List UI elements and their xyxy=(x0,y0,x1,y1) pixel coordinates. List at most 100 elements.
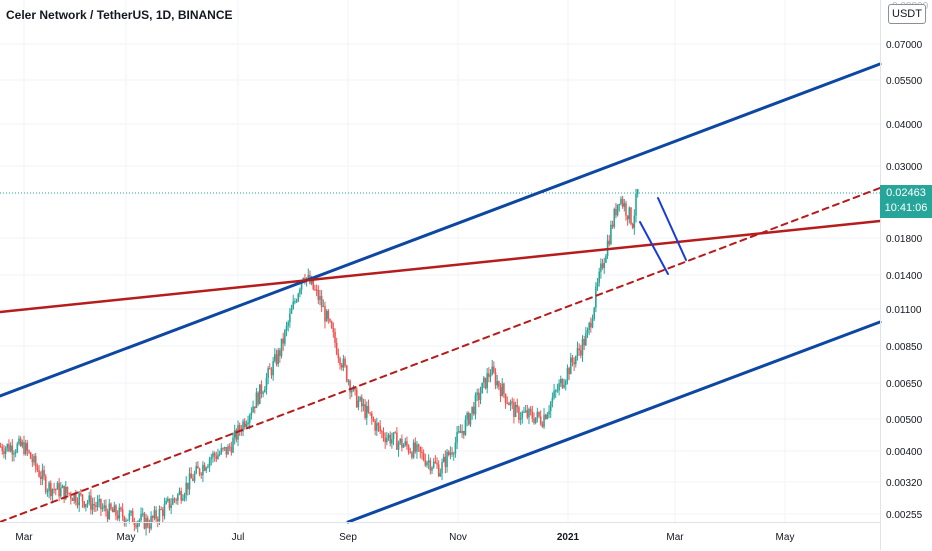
candle-body xyxy=(402,445,405,448)
candle-body xyxy=(376,423,378,431)
candle-body xyxy=(14,452,17,454)
candle-body xyxy=(111,509,114,513)
candle-body xyxy=(11,445,14,455)
candle-body xyxy=(384,437,386,443)
candle-body xyxy=(173,498,176,500)
candle-body xyxy=(247,422,249,424)
candle-body xyxy=(481,382,483,394)
candle-body xyxy=(163,504,166,517)
x-tick-label: May xyxy=(776,532,795,543)
candle-body xyxy=(484,377,487,389)
candle-body xyxy=(0,446,2,448)
candle-body xyxy=(315,289,318,291)
candle-body xyxy=(449,452,452,455)
candle-body xyxy=(501,383,504,397)
candle-body xyxy=(96,501,99,507)
x-tick-label: Sep xyxy=(339,532,357,543)
candle-body xyxy=(394,432,397,434)
candle-body xyxy=(23,442,25,454)
candle-body xyxy=(320,296,323,307)
y-tick-label: 0.03000 xyxy=(886,162,923,173)
candle-body xyxy=(509,401,512,406)
candle-body xyxy=(569,357,572,375)
candle-body xyxy=(70,493,72,499)
candle-body xyxy=(633,215,636,228)
candle-body xyxy=(335,342,338,355)
candle-body xyxy=(329,318,331,322)
candle-body xyxy=(334,331,336,343)
candle-body xyxy=(359,397,361,401)
candle-body xyxy=(269,368,271,370)
candle-body xyxy=(59,488,62,497)
candle-body xyxy=(414,442,417,452)
candle-body xyxy=(585,333,587,346)
trendline-lower-channel xyxy=(346,320,882,524)
candle-body xyxy=(24,443,27,454)
candle-body xyxy=(566,367,569,381)
candle-body xyxy=(275,354,278,365)
candle-body xyxy=(411,452,413,458)
x-tick-label: Nov xyxy=(449,532,467,543)
candle-body xyxy=(357,400,360,408)
candle-body xyxy=(183,494,186,499)
candle-body xyxy=(192,478,194,481)
candle-body xyxy=(576,348,579,357)
candle-body xyxy=(401,438,403,448)
candle-body xyxy=(548,411,550,415)
candle-body xyxy=(26,443,29,451)
candle-body xyxy=(473,406,475,415)
candle-body xyxy=(539,416,542,424)
currency-selector[interactable]: USDT xyxy=(888,4,926,24)
candle-body xyxy=(441,462,443,474)
candle-body xyxy=(374,420,376,431)
candle-body xyxy=(29,452,32,459)
candle-body xyxy=(208,458,211,467)
candle-body xyxy=(51,488,54,497)
candle-body xyxy=(526,410,529,418)
candle-body xyxy=(580,350,582,356)
candle-body xyxy=(362,404,365,407)
candle-body xyxy=(170,504,172,509)
candle-body xyxy=(406,441,408,446)
candle-body xyxy=(469,413,472,425)
candle-body xyxy=(553,390,555,398)
candle-body xyxy=(263,389,266,393)
candle-body xyxy=(299,289,301,294)
candle-body xyxy=(508,403,510,406)
candle-body xyxy=(106,511,109,520)
candle-body xyxy=(581,338,584,356)
candle-body xyxy=(551,397,554,403)
candle-body xyxy=(504,393,507,403)
candle-body xyxy=(387,434,390,438)
candle-body xyxy=(56,483,59,490)
candle-body xyxy=(223,447,226,449)
candle-body xyxy=(613,208,616,227)
candle-body xyxy=(168,498,171,509)
candle-body xyxy=(561,379,564,388)
candle-body xyxy=(367,406,370,413)
candle-body xyxy=(252,406,254,413)
candle-body xyxy=(9,445,12,452)
candle-body xyxy=(215,456,218,459)
time-axis[interactable] xyxy=(0,522,880,551)
candle-body xyxy=(431,467,433,471)
candle-body xyxy=(314,289,316,291)
candle-body xyxy=(188,473,191,490)
candle-body xyxy=(554,390,557,392)
candle-body xyxy=(377,423,380,426)
candle-body xyxy=(18,438,20,444)
candle-body xyxy=(340,365,343,368)
candle-body xyxy=(48,482,50,492)
y-tick-label: 0.00400 xyxy=(886,447,923,458)
candle-body xyxy=(538,411,540,417)
price-axis[interactable] xyxy=(880,0,932,550)
candle-body xyxy=(559,379,562,384)
candle-body xyxy=(611,224,614,227)
candle-body xyxy=(636,189,639,195)
y-tick-label: 0.00850 xyxy=(886,342,923,353)
candle-body xyxy=(227,446,229,455)
candle-body xyxy=(300,280,303,290)
x-tick-label: Mar xyxy=(15,532,33,543)
candle-body xyxy=(372,418,375,421)
